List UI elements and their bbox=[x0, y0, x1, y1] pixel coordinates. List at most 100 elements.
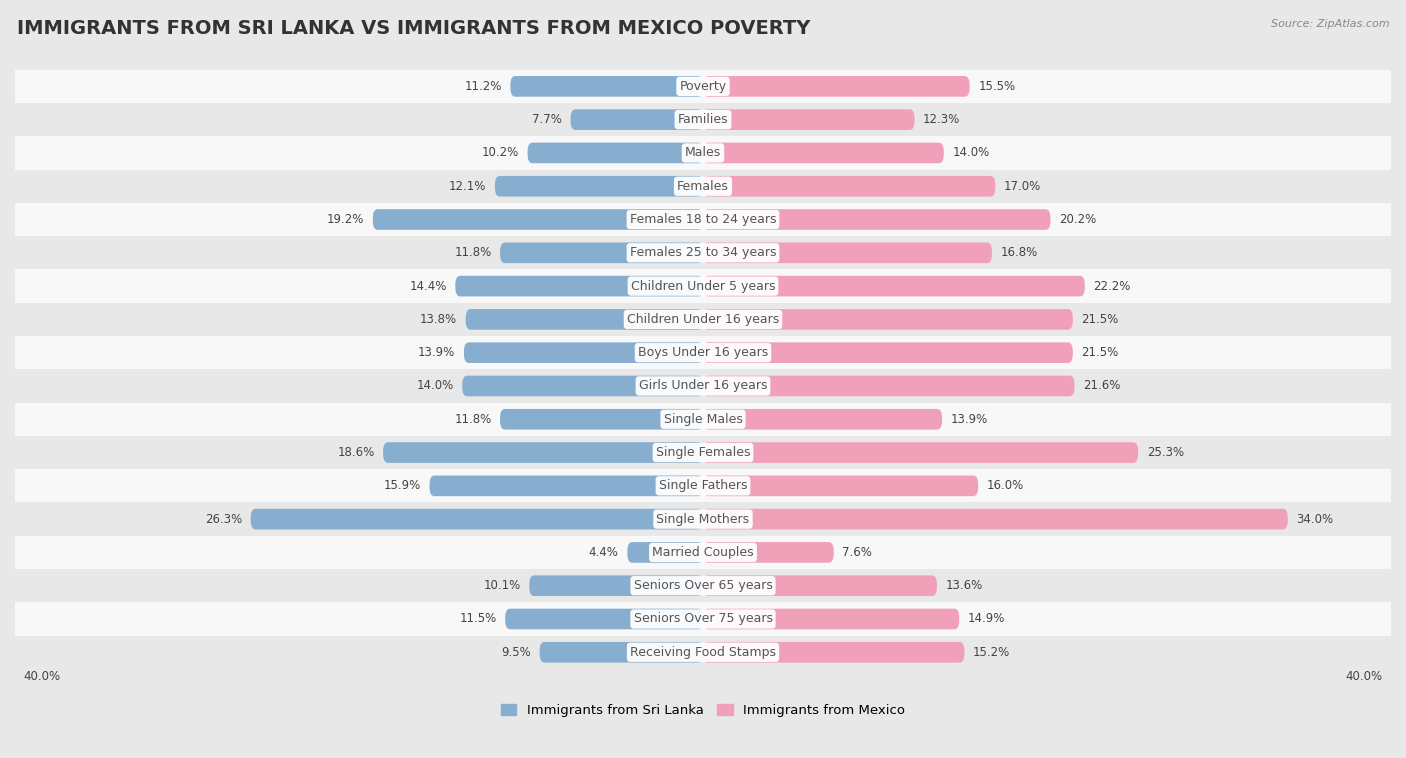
Text: 10.1%: 10.1% bbox=[484, 579, 520, 592]
Text: 14.9%: 14.9% bbox=[967, 612, 1005, 625]
Bar bbox=[15, 636, 1391, 669]
FancyBboxPatch shape bbox=[703, 76, 970, 97]
FancyBboxPatch shape bbox=[703, 276, 1085, 296]
FancyBboxPatch shape bbox=[456, 276, 703, 296]
Text: 18.6%: 18.6% bbox=[337, 446, 374, 459]
FancyBboxPatch shape bbox=[703, 642, 965, 662]
Bar bbox=[15, 603, 1391, 636]
FancyBboxPatch shape bbox=[703, 209, 1050, 230]
Text: 15.5%: 15.5% bbox=[979, 80, 1015, 93]
Text: Children Under 16 years: Children Under 16 years bbox=[627, 313, 779, 326]
FancyBboxPatch shape bbox=[527, 143, 703, 163]
Text: 9.5%: 9.5% bbox=[502, 646, 531, 659]
Text: 13.9%: 13.9% bbox=[418, 346, 456, 359]
FancyBboxPatch shape bbox=[464, 343, 703, 363]
Text: Single Males: Single Males bbox=[664, 413, 742, 426]
Bar bbox=[15, 302, 1391, 336]
Text: 13.6%: 13.6% bbox=[945, 579, 983, 592]
Text: Families: Families bbox=[678, 113, 728, 126]
Text: Females 25 to 34 years: Females 25 to 34 years bbox=[630, 246, 776, 259]
Text: 16.8%: 16.8% bbox=[1001, 246, 1038, 259]
FancyBboxPatch shape bbox=[703, 609, 959, 629]
Text: Source: ZipAtlas.com: Source: ZipAtlas.com bbox=[1271, 19, 1389, 29]
Text: 15.9%: 15.9% bbox=[384, 479, 420, 493]
Text: Males: Males bbox=[685, 146, 721, 159]
FancyBboxPatch shape bbox=[703, 343, 1073, 363]
Text: 17.0%: 17.0% bbox=[1004, 180, 1042, 193]
Bar bbox=[15, 436, 1391, 469]
FancyBboxPatch shape bbox=[703, 176, 995, 196]
FancyBboxPatch shape bbox=[495, 176, 703, 196]
Text: 40.0%: 40.0% bbox=[1346, 670, 1382, 683]
Text: Children Under 5 years: Children Under 5 years bbox=[631, 280, 775, 293]
Bar bbox=[15, 136, 1391, 170]
Bar bbox=[15, 369, 1391, 402]
FancyBboxPatch shape bbox=[505, 609, 703, 629]
Text: 11.5%: 11.5% bbox=[460, 612, 496, 625]
Bar bbox=[15, 469, 1391, 503]
Bar bbox=[15, 103, 1391, 136]
FancyBboxPatch shape bbox=[703, 143, 943, 163]
Text: 14.0%: 14.0% bbox=[952, 146, 990, 159]
Text: 15.2%: 15.2% bbox=[973, 646, 1011, 659]
Text: 13.9%: 13.9% bbox=[950, 413, 988, 426]
FancyBboxPatch shape bbox=[382, 442, 703, 463]
Text: Single Fathers: Single Fathers bbox=[659, 479, 747, 493]
Bar bbox=[15, 203, 1391, 236]
FancyBboxPatch shape bbox=[703, 509, 1288, 529]
Text: Females 18 to 24 years: Females 18 to 24 years bbox=[630, 213, 776, 226]
Text: 22.2%: 22.2% bbox=[1094, 280, 1130, 293]
Text: 16.0%: 16.0% bbox=[987, 479, 1024, 493]
Text: IMMIGRANTS FROM SRI LANKA VS IMMIGRANTS FROM MEXICO POVERTY: IMMIGRANTS FROM SRI LANKA VS IMMIGRANTS … bbox=[17, 19, 810, 38]
Bar bbox=[15, 536, 1391, 569]
Bar bbox=[15, 70, 1391, 103]
Text: 10.2%: 10.2% bbox=[482, 146, 519, 159]
Text: 4.4%: 4.4% bbox=[589, 546, 619, 559]
Text: Females: Females bbox=[678, 180, 728, 193]
Text: 34.0%: 34.0% bbox=[1296, 512, 1333, 525]
FancyBboxPatch shape bbox=[703, 475, 979, 496]
FancyBboxPatch shape bbox=[703, 575, 936, 596]
Text: 11.2%: 11.2% bbox=[464, 80, 502, 93]
FancyBboxPatch shape bbox=[540, 642, 703, 662]
FancyBboxPatch shape bbox=[571, 109, 703, 130]
Text: 11.8%: 11.8% bbox=[454, 413, 492, 426]
FancyBboxPatch shape bbox=[703, 243, 993, 263]
FancyBboxPatch shape bbox=[703, 309, 1073, 330]
Text: Poverty: Poverty bbox=[679, 80, 727, 93]
Text: 13.8%: 13.8% bbox=[420, 313, 457, 326]
Text: 21.6%: 21.6% bbox=[1083, 380, 1121, 393]
FancyBboxPatch shape bbox=[463, 376, 703, 396]
FancyBboxPatch shape bbox=[703, 409, 942, 430]
Text: Girls Under 16 years: Girls Under 16 years bbox=[638, 380, 768, 393]
Text: Seniors Over 75 years: Seniors Over 75 years bbox=[634, 612, 772, 625]
FancyBboxPatch shape bbox=[529, 575, 703, 596]
FancyBboxPatch shape bbox=[703, 442, 1139, 463]
FancyBboxPatch shape bbox=[703, 542, 834, 562]
Text: Receiving Food Stamps: Receiving Food Stamps bbox=[630, 646, 776, 659]
Text: 26.3%: 26.3% bbox=[205, 512, 242, 525]
Text: 25.3%: 25.3% bbox=[1147, 446, 1184, 459]
Text: 7.6%: 7.6% bbox=[842, 546, 872, 559]
FancyBboxPatch shape bbox=[501, 409, 703, 430]
Bar bbox=[15, 236, 1391, 269]
Bar bbox=[15, 402, 1391, 436]
Text: 19.2%: 19.2% bbox=[326, 213, 364, 226]
Bar bbox=[15, 336, 1391, 369]
Text: Single Females: Single Females bbox=[655, 446, 751, 459]
Text: 14.4%: 14.4% bbox=[409, 280, 447, 293]
Bar bbox=[15, 269, 1391, 302]
Text: 12.1%: 12.1% bbox=[449, 180, 486, 193]
Text: Married Couples: Married Couples bbox=[652, 546, 754, 559]
FancyBboxPatch shape bbox=[465, 309, 703, 330]
Text: Seniors Over 65 years: Seniors Over 65 years bbox=[634, 579, 772, 592]
Text: 21.5%: 21.5% bbox=[1081, 313, 1119, 326]
Bar bbox=[15, 503, 1391, 536]
FancyBboxPatch shape bbox=[501, 243, 703, 263]
Text: Single Mothers: Single Mothers bbox=[657, 512, 749, 525]
Text: 7.7%: 7.7% bbox=[531, 113, 562, 126]
Text: Boys Under 16 years: Boys Under 16 years bbox=[638, 346, 768, 359]
FancyBboxPatch shape bbox=[703, 109, 914, 130]
Text: 20.2%: 20.2% bbox=[1059, 213, 1097, 226]
FancyBboxPatch shape bbox=[510, 76, 703, 97]
